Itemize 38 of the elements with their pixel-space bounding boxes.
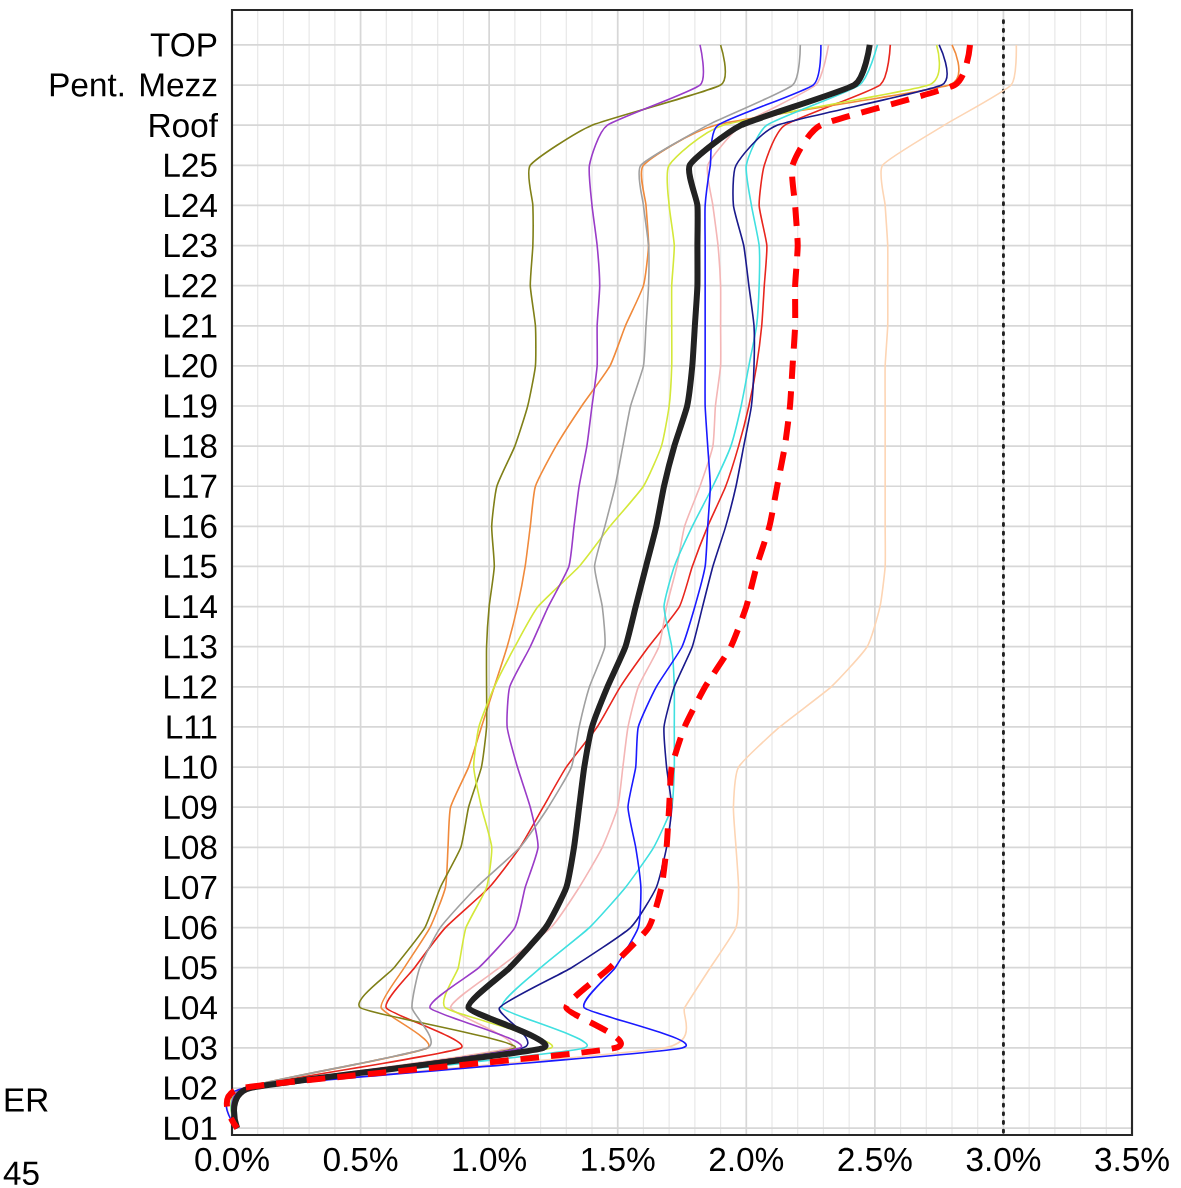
y-tick-label: L20 bbox=[165, 354, 217, 378]
y-tick-label: L15 bbox=[165, 554, 217, 579]
y-tick-label: Roof bbox=[150, 112, 218, 138]
x-tick-label: 3.5% bbox=[1095, 1147, 1169, 1172]
x-tick-label: 2.5% bbox=[838, 1147, 912, 1172]
x-tick-label: 1.5% bbox=[582, 1147, 655, 1172]
y-tick-label: L19 bbox=[165, 394, 217, 418]
y-tick-label: L16 bbox=[165, 514, 217, 539]
y-tick-label: Pent. Mezz bbox=[50, 73, 217, 97]
y-tick-label: L21 bbox=[165, 314, 217, 338]
x-tick-label: 1.0% bbox=[453, 1147, 526, 1172]
y-tick-label: L25 bbox=[165, 153, 217, 178]
x-tick-label: 2.0% bbox=[709, 1147, 784, 1172]
text: ER bbox=[5, 1088, 48, 1112]
y-tick-label: L23 bbox=[165, 233, 217, 258]
y-tick-label: L13 bbox=[165, 634, 217, 659]
x-tick-label: 0.0% bbox=[195, 1147, 269, 1172]
y-tick-label: L06 bbox=[165, 915, 217, 940]
y-tick-label: L12 bbox=[165, 675, 217, 699]
y-tick-label: L02 bbox=[165, 1076, 217, 1100]
y-tick-label: L05 bbox=[165, 955, 217, 980]
y-tick-label: L24 bbox=[165, 193, 217, 218]
y-tick-label: L18 bbox=[165, 434, 217, 458]
y-tick-label: L14 bbox=[165, 595, 217, 619]
y-tick-label: L03 bbox=[165, 1036, 217, 1060]
x-tick-label: 0.5% bbox=[323, 1147, 398, 1172]
y-tick-label: L01 bbox=[165, 1116, 217, 1140]
y-tick-label: L08 bbox=[165, 835, 217, 860]
x-tick-label: 3.0% bbox=[966, 1147, 1041, 1172]
y-tick-label: L04 bbox=[165, 996, 217, 1020]
y-tick-label: L22 bbox=[165, 274, 217, 298]
y-tick-label: L10 bbox=[165, 755, 217, 779]
text: 45 bbox=[3, 1161, 39, 1186]
y-tick-label: TOP bbox=[150, 33, 217, 57]
y-tick-label: L11 bbox=[167, 715, 217, 739]
y-tick-label: L09 bbox=[165, 795, 217, 820]
y-tick-label: L07 bbox=[165, 875, 217, 900]
y-tick-label: L17 bbox=[165, 474, 217, 498]
